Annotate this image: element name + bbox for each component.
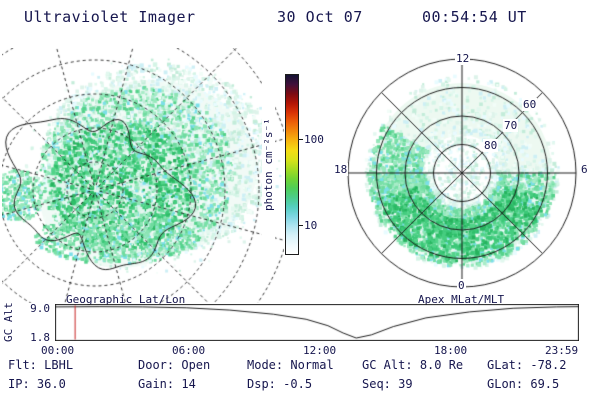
status-ip: IP: 36.0 [8, 377, 66, 391]
apex-uv-map [320, 45, 595, 315]
status-row-2: IP: 36.0 Gain: 14 Dsp: -0.5 Seq: 39 GLon… [0, 377, 600, 393]
stat-label: GLon: [487, 377, 524, 391]
status-glat: GLat: -78.2 [487, 358, 566, 372]
status-gc-alt: GC Alt: 8.0 Re [362, 358, 463, 372]
colorbar-tick-100: 100 [304, 133, 324, 146]
colorbar-tickmark [299, 225, 303, 226]
stat-value: Normal [290, 358, 334, 372]
stat-label: GLat: [487, 358, 524, 372]
mlat-ring-label-80: 80 [483, 139, 499, 152]
x-tick-label: 06:00 [172, 344, 206, 357]
stat-value: 8.0 Re [419, 358, 464, 372]
stat-label: Seq: [362, 377, 391, 391]
status-dsp: Dsp: -0.5 [247, 377, 312, 391]
stat-value: LBHL [44, 358, 74, 372]
mlat-ring-label-70: 70 [503, 119, 519, 132]
status-glon: GLon: 69.5 [487, 377, 559, 391]
status-door: Door: Open [138, 358, 210, 372]
status-seq: Seq: 39 [362, 377, 413, 391]
status-gain: Gain: 14 [138, 377, 196, 391]
mlt-label-0: 0 [457, 279, 466, 292]
stat-label: Flt: [8, 358, 37, 372]
gc-alt-axis-label: GC Alt [2, 302, 15, 342]
right-plot-caption: Apex MLat/MLT [418, 293, 505, 306]
stat-value: 69.5 [530, 377, 560, 391]
mlat-ring-label-60: 60 [522, 98, 538, 111]
colorbar-gradient [285, 74, 299, 255]
x-tick-label: 00:00 [41, 344, 75, 357]
y-tick-top: 9.0 [30, 302, 50, 315]
stat-value: 36.0 [36, 377, 66, 391]
mlt-label-12: 12 [455, 52, 471, 65]
stat-value: 39 [398, 377, 413, 391]
stat-value: Open [181, 358, 211, 372]
stat-label: IP: [8, 377, 30, 391]
stat-label: GC Alt: [362, 358, 413, 372]
y-tick-bottom: 1.8 [30, 331, 50, 344]
date-label: 30 Oct 07 [277, 8, 363, 26]
stat-value: 14 [181, 377, 196, 391]
stat-label: Mode: [247, 358, 284, 372]
stat-label: Door: [138, 358, 175, 372]
colorbar-tickmark [299, 139, 303, 140]
colorbar-tick-10: 10 [304, 219, 318, 232]
geographic-uv-map [2, 48, 284, 303]
gc-alt-chart [55, 304, 579, 341]
mlt-label-6: 6 [580, 163, 589, 176]
status-row-1: Flt: LBHL Door: Open Mode: Normal GC Alt… [0, 358, 600, 374]
x-tick-label: 23:59 [545, 344, 579, 357]
stat-value: -0.5 [283, 377, 313, 391]
x-tick-label: 12:00 [303, 344, 337, 357]
app-title: Ultraviolet Imager [24, 8, 196, 26]
status-flt: Flt: LBHL [8, 358, 73, 372]
left-plot-caption: Geographic Lat/Lon [66, 293, 186, 306]
x-tick-label: 18:00 [434, 344, 468, 357]
stat-value: -78.2 [530, 358, 567, 372]
time-label: 00:54:54 UT [422, 8, 527, 26]
mlt-label-18: 18 [333, 163, 349, 176]
stat-label: Gain: [138, 377, 175, 391]
stat-label: Dsp: [247, 377, 276, 391]
status-mode: Mode: Normal [247, 358, 334, 372]
colorbar-units-label: photon cm⁻²s⁻¹ [262, 82, 275, 248]
